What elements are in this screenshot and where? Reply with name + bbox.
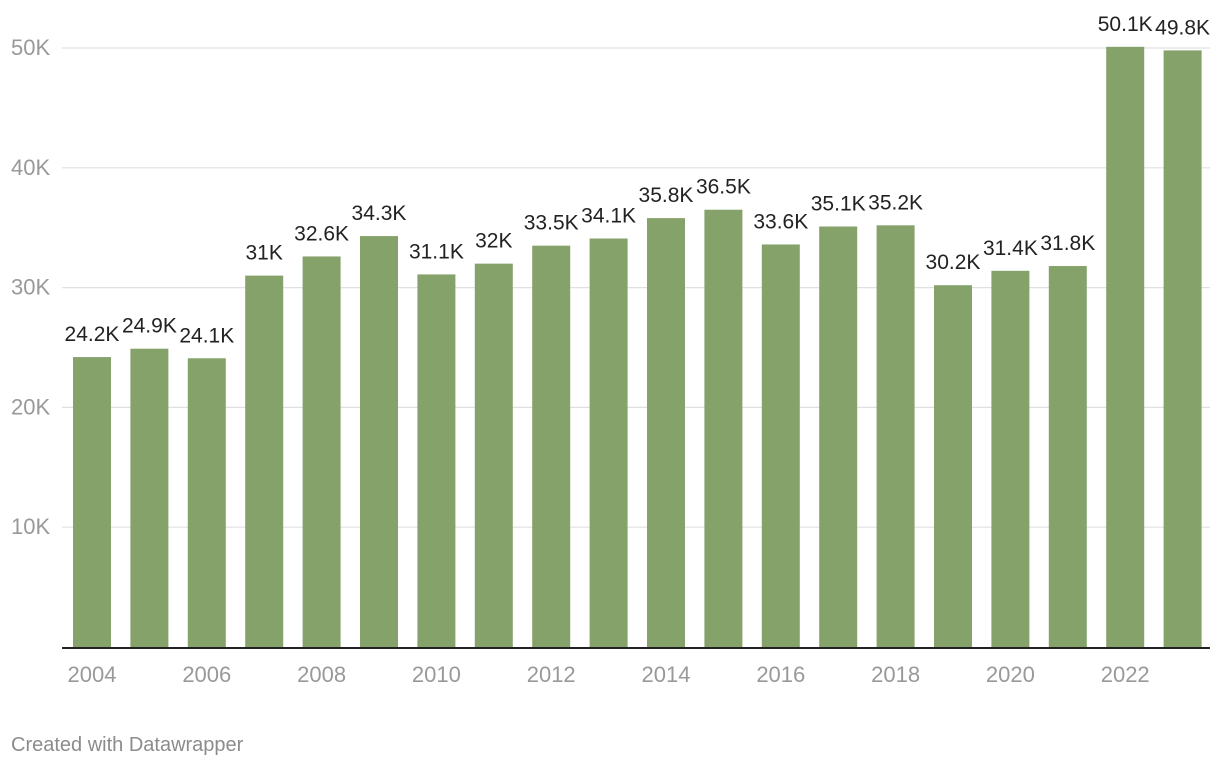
- value-label: 24.9K: [122, 315, 177, 338]
- bar-2011: [474, 263, 513, 647]
- value-label: 50.1K: [1098, 13, 1153, 36]
- bar-2013: [589, 238, 628, 647]
- y-tick-label: 50K: [11, 35, 50, 60]
- value-label: 31.1K: [409, 240, 464, 263]
- value-label: 35.2K: [868, 191, 923, 214]
- x-tick-label: 2010: [412, 662, 461, 687]
- bar-2009: [360, 236, 398, 647]
- value-label: 24.1K: [179, 324, 234, 347]
- y-tick-label: 30K: [11, 275, 50, 300]
- value-label: 34.1K: [581, 204, 636, 227]
- x-tick-label: 2008: [297, 662, 346, 687]
- bar-2004: [73, 357, 111, 647]
- x-tick-label: 2004: [68, 662, 117, 687]
- bar-2010: [417, 274, 456, 647]
- value-label: 35.8K: [639, 184, 694, 207]
- value-label: 33.6K: [753, 210, 808, 233]
- bar-2006: [187, 358, 226, 647]
- y-tick-label: 40K: [11, 155, 50, 180]
- value-label: 24.2K: [65, 323, 120, 346]
- x-axis-ticks: 2004 2006 2008 2010 2012 2014 2016 2018 2020 2022: [68, 662, 1150, 687]
- value-label: 35.1K: [811, 193, 866, 216]
- value-label: 49.8K: [1155, 16, 1210, 39]
- value-label: 31.4K: [983, 237, 1038, 260]
- bar-2023: [1163, 50, 1202, 648]
- x-tick-label: 2014: [642, 662, 691, 687]
- datawrapper-credit: Created with Datawrapper: [11, 734, 244, 756]
- bars: [73, 46, 1202, 648]
- bar-2018: [876, 225, 915, 647]
- bar-2016: [761, 244, 800, 648]
- value-label: 33.5K: [524, 212, 579, 235]
- bar-2022: [1106, 46, 1145, 647]
- bar-2014: [647, 218, 685, 647]
- y-tick-label: 10K: [11, 514, 50, 539]
- x-tick-label: 2018: [871, 662, 920, 687]
- x-tick-label: 2020: [986, 662, 1035, 687]
- x-tick-label: 2012: [527, 662, 576, 687]
- value-label: 36.5K: [696, 176, 751, 199]
- bar-2008: [302, 256, 341, 647]
- x-tick-label: 2022: [1101, 662, 1150, 687]
- value-label: 31.8K: [1040, 232, 1095, 255]
- gridlines: [62, 47, 1210, 528]
- bar-2019: [934, 285, 972, 647]
- y-axis-ticks: 10K 20K 30K 40K 50K: [11, 35, 50, 539]
- value-label: 31K: [246, 242, 283, 265]
- x-tick-label: 2006: [182, 662, 231, 687]
- bar-2012: [532, 245, 571, 648]
- bar-2005: [130, 348, 169, 647]
- bar-2017: [819, 226, 858, 647]
- bar-2015: [704, 209, 743, 648]
- value-label: 32.6K: [294, 222, 349, 245]
- value-label: 34.3K: [352, 202, 407, 225]
- bar-2020: [991, 270, 1030, 647]
- bar-2021: [1048, 266, 1087, 647]
- value-label: 32K: [475, 230, 512, 253]
- value-label: 30.2K: [926, 251, 981, 274]
- bar-2007: [245, 275, 284, 647]
- x-tick-label: 2016: [756, 662, 805, 687]
- y-tick-label: 20K: [11, 394, 50, 419]
